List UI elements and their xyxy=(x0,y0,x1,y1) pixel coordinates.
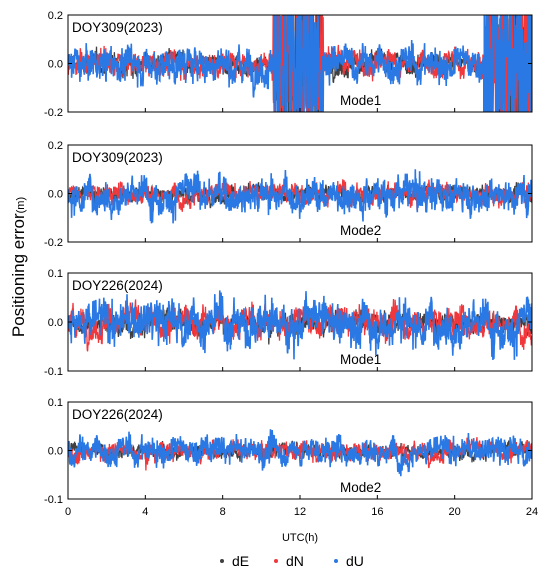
ytick-label: -0.1 xyxy=(44,494,63,506)
xtick-label: 12 xyxy=(294,506,306,518)
panel-2: -0.2 0.0 0.2 DOY309(2023) Mode2 xyxy=(44,140,533,249)
xtick-label: 4 xyxy=(142,506,148,518)
panel-2-mode-label: Mode2 xyxy=(340,223,381,238)
panel-3-series xyxy=(68,290,532,361)
legend: dE dN dU xyxy=(220,553,364,569)
ytick-label: 0.0 xyxy=(48,446,63,458)
xtick-label: 20 xyxy=(449,506,461,518)
ytick-label: 0.0 xyxy=(48,189,63,201)
series-dU-panel-2 xyxy=(68,169,532,224)
ytick-label: 0.2 xyxy=(48,10,63,22)
legend-label-dN: dN xyxy=(286,553,304,569)
xtick-label: 24 xyxy=(526,506,538,518)
xtick-label: 0 xyxy=(65,506,71,518)
panel-1-mode-label: Mode1 xyxy=(340,93,381,108)
ytick-label: 0.1 xyxy=(48,397,63,409)
ytick-label: 0.0 xyxy=(48,317,63,329)
ytick-label: -0.1 xyxy=(44,366,63,378)
panel-4-date-label: DOY226(2024) xyxy=(72,407,163,422)
ytick-label: 0.0 xyxy=(48,59,63,71)
series-dU-panel-1 xyxy=(68,15,532,112)
ytick-label: -0.2 xyxy=(44,237,63,249)
panel-3: -0.1 0.0 0.1 DOY226(2024) Mode1 xyxy=(44,268,533,378)
series-dU-panel-3 xyxy=(68,290,532,361)
panel-3-mode-label: Mode1 xyxy=(340,352,381,367)
legend-label-dU: dU xyxy=(346,553,364,569)
panel-4: -0.1 0.0 0.1 DOY226(2024) Mode2 xyxy=(44,397,533,506)
ytick-label: -0.2 xyxy=(44,107,63,119)
ytick-label: 0.2 xyxy=(48,140,63,152)
panel-2-series xyxy=(68,169,532,224)
legend-marker-dN xyxy=(274,559,278,563)
ytick-label: 0.1 xyxy=(48,268,63,280)
panel-1-date-label: DOY309(2023) xyxy=(72,20,163,35)
panel-1: -0.2 0.0 0.2 DOY309(2023) Mode1 xyxy=(44,10,533,119)
series-dU-panel-4 xyxy=(68,429,532,477)
legend-marker-dU xyxy=(334,559,338,563)
y-axis-label: Positioning error(m) xyxy=(9,197,28,337)
x-axis: 0 4 8 12 16 20 24 xyxy=(65,506,538,518)
panel-2-date-label: DOY309(2023) xyxy=(72,150,163,165)
panel-3-date-label: DOY226(2024) xyxy=(72,278,163,293)
panel-4-mode-label: Mode2 xyxy=(340,480,381,495)
panels-group: -0.2 0.0 0.2 DOY309(2023) Mode1 -0.2 0.0 0.2 DOY… xyxy=(44,10,533,506)
legend-label-dE: dE xyxy=(232,553,249,569)
panel-1-series xyxy=(68,15,532,112)
y-axis-label-unit: (m) xyxy=(15,197,27,214)
xtick-label: 8 xyxy=(220,506,226,518)
xtick-label: 16 xyxy=(371,506,383,518)
panel-4-series xyxy=(68,429,532,477)
legend-marker-dE xyxy=(220,559,224,563)
y-axis-label-main: Positioning error xyxy=(9,213,28,337)
x-axis-label: UTC(h) xyxy=(282,532,318,544)
